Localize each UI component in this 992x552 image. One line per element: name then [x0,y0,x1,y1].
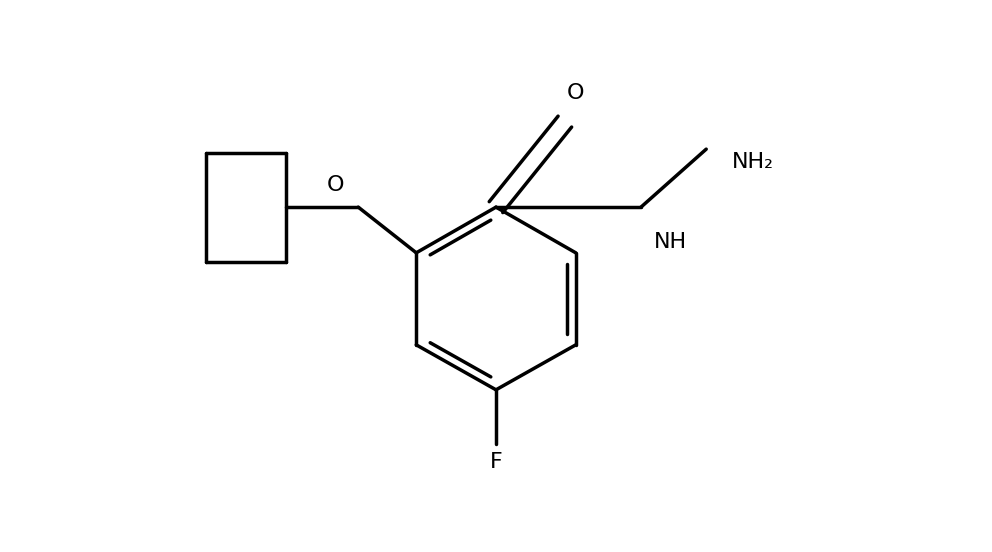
Text: NH₂: NH₂ [731,152,774,172]
Text: F: F [490,452,502,473]
Text: O: O [567,83,584,103]
Text: O: O [326,176,344,195]
Text: NH: NH [654,232,687,252]
